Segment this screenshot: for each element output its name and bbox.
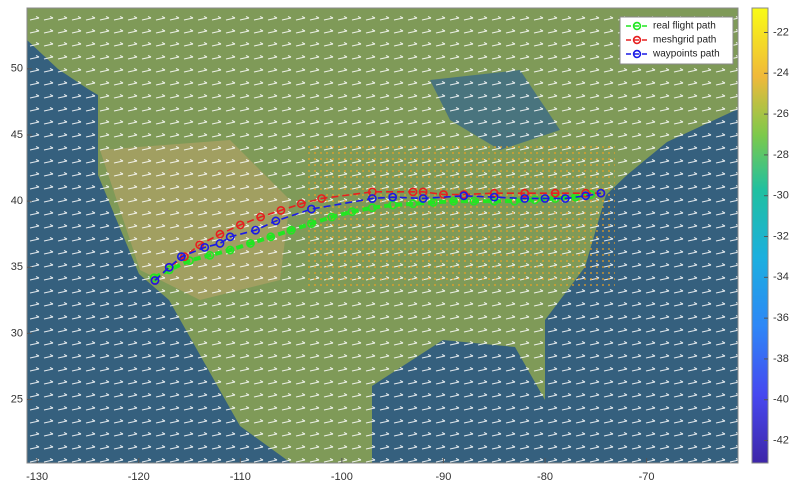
colorbar-tick-label: -24 <box>773 67 789 79</box>
y-tick-label: 45 <box>11 129 23 141</box>
waypoint-marker <box>550 188 560 198</box>
colorbar-tick-label: -32 <box>773 230 789 242</box>
waypoint-marker <box>306 204 316 214</box>
x-tick-label: -100 <box>331 471 353 483</box>
x-tick-label: -90 <box>435 471 451 483</box>
waypoint-marker <box>251 225 260 235</box>
waypoint-marker <box>408 187 418 197</box>
colorbar-tick-label: -28 <box>773 149 789 161</box>
waypoint-marker <box>317 194 326 203</box>
waypoint-marker <box>367 203 377 213</box>
waypoint-marker <box>296 199 306 209</box>
colorbar-tick-label: -40 <box>773 394 789 406</box>
colorbar-tick-label: -42 <box>773 434 789 446</box>
x-tick-label: -70 <box>639 471 655 483</box>
waypoint-marker <box>428 198 438 207</box>
map-background <box>27 8 738 463</box>
waypoint-marker <box>256 212 266 222</box>
waypoint-marker <box>439 190 448 199</box>
waypoint-marker <box>520 188 530 198</box>
waypoint-marker <box>235 220 245 230</box>
waypoint-marker <box>581 191 591 201</box>
waypoint-marker <box>540 194 550 203</box>
waypoint-marker <box>469 196 479 206</box>
waypoint-marker <box>306 219 316 228</box>
waypoint-marker <box>581 188 591 198</box>
waypoint-marker <box>286 225 296 235</box>
waypoint-marker <box>327 212 337 222</box>
waypoint-marker <box>520 194 530 203</box>
plot-frame <box>26 7 739 464</box>
waypoint-marker <box>225 232 235 242</box>
legend-marker <box>632 21 642 31</box>
waypoint-marker <box>418 194 428 203</box>
legend: real flight path meshgrid path waypoints p… <box>619 16 734 65</box>
legend-marker <box>632 35 642 45</box>
waypoint-marker <box>266 232 276 242</box>
waypoint-marker <box>530 195 540 205</box>
waypoint-marker <box>200 243 210 252</box>
waypoint-marker <box>596 188 606 198</box>
waypoint-marker <box>215 229 225 239</box>
x-tick-label: -130 <box>26 471 48 483</box>
y-tick-label: 40 <box>11 195 23 207</box>
legend-label: meshgrid path <box>653 35 716 46</box>
waypoint-marker <box>459 191 469 201</box>
waypoint-marker <box>586 190 596 199</box>
x-tick-label: -110 <box>230 471 251 483</box>
waypoint-marker <box>246 239 255 248</box>
legend-label: real flight path <box>653 21 716 32</box>
colorbar-tick-label: -30 <box>773 190 789 202</box>
colorbar-tick-label: -26 <box>773 108 789 120</box>
y-tick-label: 25 <box>11 393 23 405</box>
colorbar-tick-label: -36 <box>773 312 789 324</box>
colorbar-tick-label: -38 <box>773 353 789 365</box>
waypoint-marker <box>276 205 286 215</box>
colorbar <box>751 7 769 464</box>
path-line <box>154 192 602 282</box>
y-tick-label: 35 <box>11 261 23 273</box>
waypoint-marker <box>449 196 458 206</box>
waypoint-marker <box>215 239 225 248</box>
waypoint-marker <box>225 245 235 255</box>
y-tick-label: 30 <box>11 327 23 339</box>
waypoint-marker <box>489 192 499 202</box>
x-tick-label: -120 <box>128 471 150 483</box>
waypoint-marker <box>150 276 160 285</box>
waypoint-marker <box>367 194 377 203</box>
waypoint-marker <box>347 207 357 217</box>
colorbar-tick-label: -34 <box>773 271 789 283</box>
y-tick-label: 50 <box>11 63 23 75</box>
waypoint-marker <box>176 252 186 262</box>
colorbar-tick-label: -22 <box>773 26 789 38</box>
waypoint-marker <box>164 262 174 272</box>
legend-marker <box>632 49 642 59</box>
waypoint-marker <box>271 216 281 226</box>
waypoint-marker <box>408 199 418 209</box>
waypoint-marker <box>560 194 570 203</box>
legend-label: waypoints path <box>652 49 720 60</box>
x-tick-label: -80 <box>537 471 553 483</box>
waypoint-marker <box>205 250 215 260</box>
waypoint-marker <box>388 192 398 202</box>
